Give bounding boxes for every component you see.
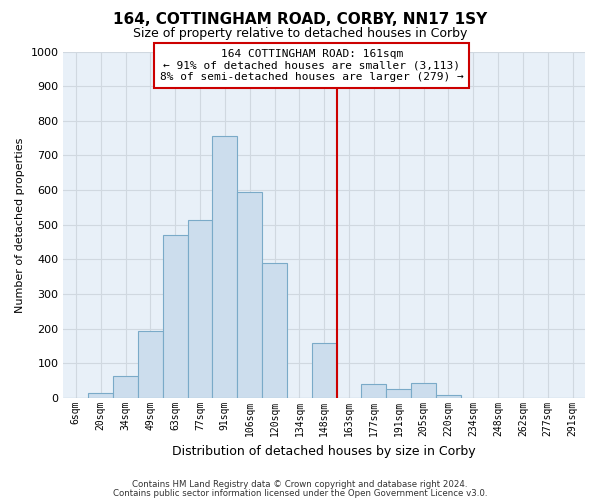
Y-axis label: Number of detached properties: Number of detached properties xyxy=(15,137,25,312)
Text: Contains HM Land Registry data © Crown copyright and database right 2024.: Contains HM Land Registry data © Crown c… xyxy=(132,480,468,489)
Bar xyxy=(138,330,163,398)
Bar xyxy=(411,382,436,398)
Bar xyxy=(88,393,113,398)
Bar xyxy=(262,263,287,398)
Bar xyxy=(386,390,411,398)
Text: Size of property relative to detached houses in Corby: Size of property relative to detached ho… xyxy=(133,28,467,40)
Bar xyxy=(312,342,337,398)
Text: 164 COTTINGHAM ROAD: 161sqm
← 91% of detached houses are smaller (3,113)
8% of s: 164 COTTINGHAM ROAD: 161sqm ← 91% of det… xyxy=(160,49,464,82)
Text: 164, COTTINGHAM ROAD, CORBY, NN17 1SY: 164, COTTINGHAM ROAD, CORBY, NN17 1SY xyxy=(113,12,487,28)
Bar xyxy=(113,376,138,398)
Bar xyxy=(237,192,262,398)
Text: Contains public sector information licensed under the Open Government Licence v3: Contains public sector information licen… xyxy=(113,488,487,498)
Bar xyxy=(212,136,237,398)
Bar xyxy=(163,235,188,398)
Bar xyxy=(188,220,212,398)
X-axis label: Distribution of detached houses by size in Corby: Distribution of detached houses by size … xyxy=(172,444,476,458)
Bar xyxy=(436,394,461,398)
Bar xyxy=(361,384,386,398)
